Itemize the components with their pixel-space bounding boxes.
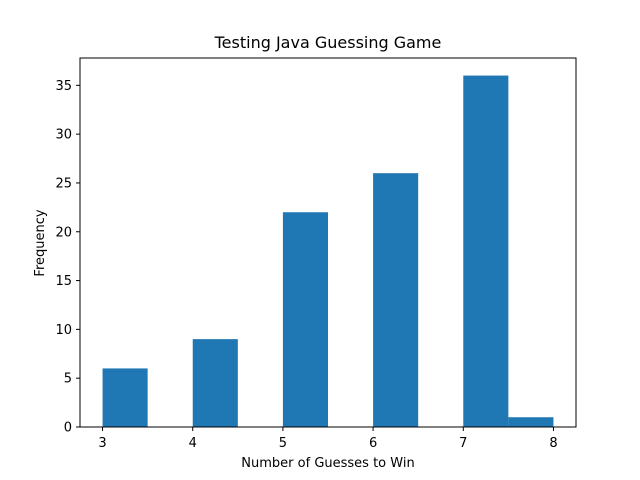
x-tick-label: 8	[549, 436, 557, 451]
y-tick-label: 20	[55, 225, 72, 240]
y-tick-label: 5	[64, 372, 72, 387]
x-tick-label: 7	[459, 436, 467, 451]
x-tick-label: 3	[98, 436, 106, 451]
chart-title: Testing Java Guessing Game	[214, 33, 442, 52]
x-axis-label: Number of Guesses to Win	[241, 456, 414, 471]
x-tick-label: 5	[279, 436, 287, 451]
histogram-bar-8	[463, 75, 509, 427]
y-tick-label: 25	[55, 176, 72, 191]
y-axis-label: Frequency	[33, 209, 48, 276]
y-axis-ticks: 0 5 10 15 20 25 30 35	[55, 79, 80, 436]
y-tick-label: 35	[55, 79, 72, 94]
histogram-bar-2	[192, 339, 238, 427]
y-tick-label: 30	[55, 128, 72, 143]
histogram-bar-6	[373, 173, 419, 427]
histogram-bar-0	[102, 368, 148, 427]
x-axis-ticks: 3 4 5 6 7 8	[98, 427, 558, 451]
y-tick-label: 0	[64, 421, 72, 436]
x-tick-label: 4	[189, 436, 197, 451]
y-tick-label: 15	[55, 274, 72, 289]
plot-frame	[79, 57, 577, 428]
histogram-bar-4	[282, 212, 328, 427]
x-tick-label: 6	[369, 436, 377, 451]
bars-group	[102, 75, 554, 427]
y-tick-label: 10	[55, 323, 72, 338]
histogram-bar-9	[508, 417, 554, 427]
